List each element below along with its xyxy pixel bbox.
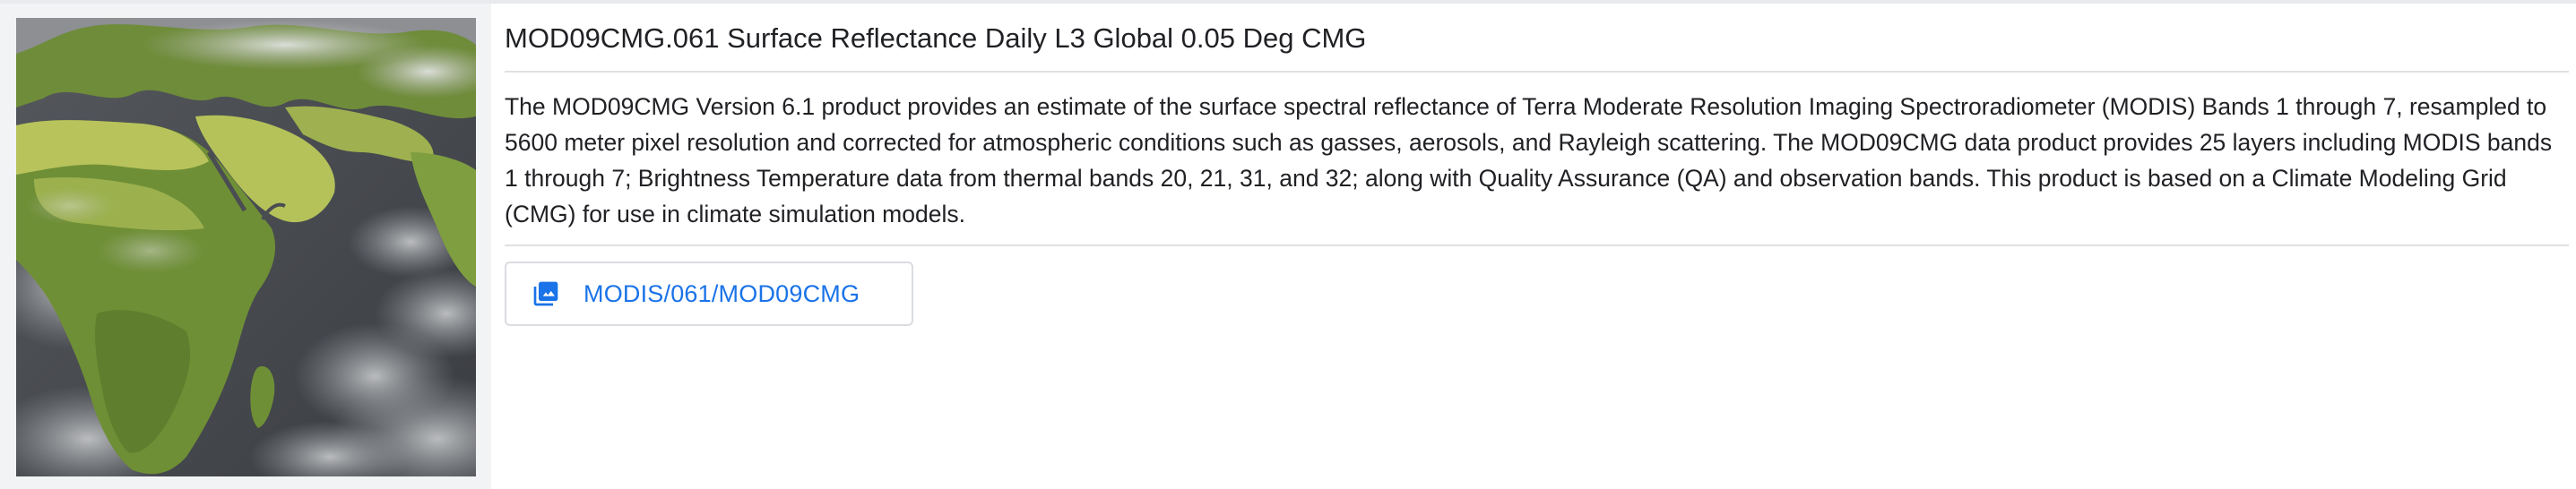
- dataset-description: The MOD09CMG Version 6.1 product provide…: [505, 93, 2553, 227]
- top-divider: [0, 0, 2576, 4]
- satellite-map-image: [16, 18, 476, 476]
- thumbnail-panel: [0, 4, 491, 489]
- dataset-thumbnail[interactable]: [16, 18, 476, 476]
- dataset-title[interactable]: MOD09CMG.061 Surface Reflectance Daily L…: [505, 22, 1367, 54]
- dataset-details: MOD09CMG.061 Surface Reflectance Daily L…: [505, 4, 2569, 326]
- description-divider: [505, 244, 2569, 246]
- dataset-id-button[interactable]: MODIS/061/MOD09CMG: [505, 262, 913, 326]
- image-collection-icon: [533, 281, 558, 306]
- dataset-id-label: MODIS/061/MOD09CMG: [583, 279, 860, 307]
- title-divider: [505, 71, 2569, 73]
